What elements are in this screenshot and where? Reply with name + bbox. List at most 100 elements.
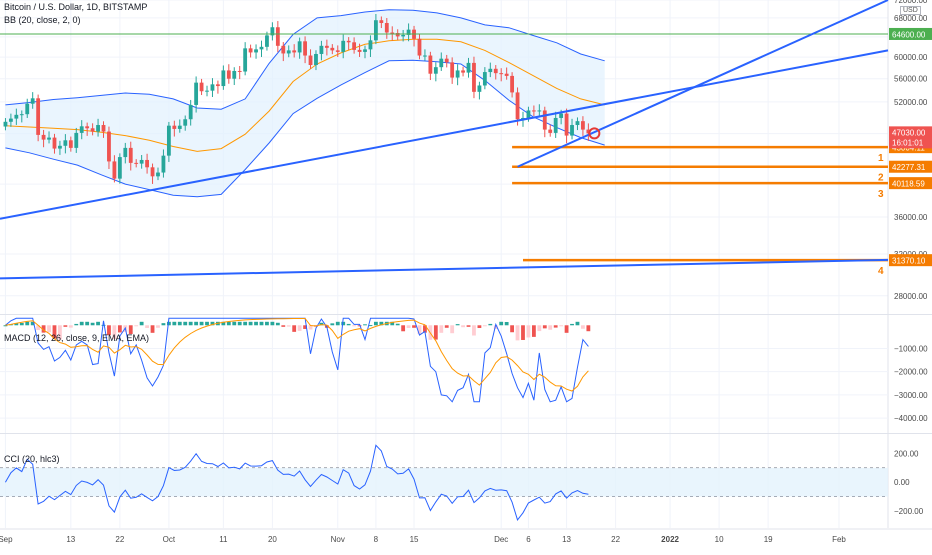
candle-body [335,50,340,52]
time-axis-label: Sep [0,535,13,544]
price-axis-label: 68000.00 [894,14,928,23]
time-axis-label: 13 [66,535,75,544]
price-tag-40118.59: 40118.59 [889,177,932,190]
candle-body [112,161,117,179]
level-marker-1: 1 [878,153,884,164]
candle-body [559,113,564,118]
macd-histogram-bar [90,322,95,326]
macd-histogram-bar [357,325,362,327]
time-axis-label: 6 [526,535,531,544]
candle-body [188,104,193,120]
candle-body [352,42,357,50]
candle-body [226,70,231,79]
macd-histogram-bar [107,325,111,336]
macd-histogram-bar [401,325,406,332]
macd-histogram-bar [254,321,258,326]
bb-legend: BB (20, close, 2, 0) [4,15,81,25]
level-marker-2: 2 [878,173,884,184]
price-tag-31370.10: 31370.10 [889,254,932,267]
price-tag-text: 40118.59 [892,180,925,189]
macd-histogram-bar [101,324,106,326]
candle-body [455,70,460,78]
time-axis-label: Nov [331,535,345,544]
currency-badge[interactable]: USD [900,6,921,15]
cci-line [4,444,589,521]
macd-histogram-bar [286,325,291,327]
price-tag-background [889,160,932,173]
cci-band-fill [0,467,888,497]
macd-histogram-bar [210,321,215,326]
macd-histogram-bar [482,325,487,327]
macd-histogram-bar [423,325,427,333]
macd-histogram-bar [221,321,226,326]
price-tag-background [889,27,932,40]
candle-body [531,110,536,112]
macd-histogram-bar [74,323,79,326]
macd-histogram-bar [417,325,422,334]
candle-body [297,41,302,53]
macd-histogram-bar [177,321,182,326]
candle-body [281,45,286,54]
candle-body [346,40,351,43]
candle-body [472,62,476,92]
candle-body [428,55,433,74]
candle-body [232,70,237,79]
last-price-background [889,126,932,149]
candle-body [373,20,378,41]
macd-histogram-bar [36,325,41,331]
macd-histogram-bar [363,324,367,326]
macd-axis-label: −1000.00 [894,344,928,353]
candle-body [466,62,471,73]
macd-histogram-bar [373,321,378,326]
candle-body [41,134,46,140]
macd-histogram-bar [499,321,504,326]
candle-body [96,125,100,132]
candle-body [270,27,275,36]
time-axis-label: Dec [494,535,508,544]
macd-signal-line [5,318,589,392]
macd-histogram-bar [47,325,51,333]
macd-histogram-bar [117,325,122,333]
current-price-circle [588,127,601,140]
candle-body [586,129,591,134]
macd-histogram-bar [243,321,248,326]
macd-histogram-bar [570,323,574,326]
price-axis-label: 72000.00 [894,0,928,5]
macd-histogram-bar [390,321,395,326]
macd-histogram-bar [139,321,144,326]
macd-histogram-bar [461,325,465,328]
candle-body [248,48,253,53]
candle-body [477,85,482,92]
layer-fill [0,9,888,497]
macd-histogram-bar [412,325,416,328]
macd-histogram-bar [52,325,57,339]
level-marker-4: 4 [878,266,884,277]
candle-body [401,34,406,37]
macd-histogram-bar [526,325,531,338]
time-axis-label: 19 [764,535,773,544]
candle-body [123,147,128,158]
time-axis-label: 11 [219,535,228,544]
macd-histogram-bar [346,323,351,326]
price-tag-64600.00: 64600.00 [889,27,932,40]
candle-body [324,45,329,48]
candle-body [183,119,188,126]
macd-histogram-bar [281,325,286,327]
macd-axis-label: −3000.00 [894,391,928,400]
cci-axis-label: 200.00 [894,450,919,459]
macd-histogram-bar [275,322,280,326]
macd-histogram-bar [297,325,302,331]
candle-body [379,20,384,24]
macd-histogram-bar [161,323,166,326]
candle-body [553,117,558,133]
macd-histogram-bar [3,325,8,327]
macd-histogram-bar [455,324,460,326]
candle-body [537,110,542,112]
candle-body [210,84,215,91]
candle-body [314,53,318,66]
time-axis-label: Feb [832,535,846,544]
candle-body [526,110,531,118]
macd-histogram-bar [515,325,520,341]
